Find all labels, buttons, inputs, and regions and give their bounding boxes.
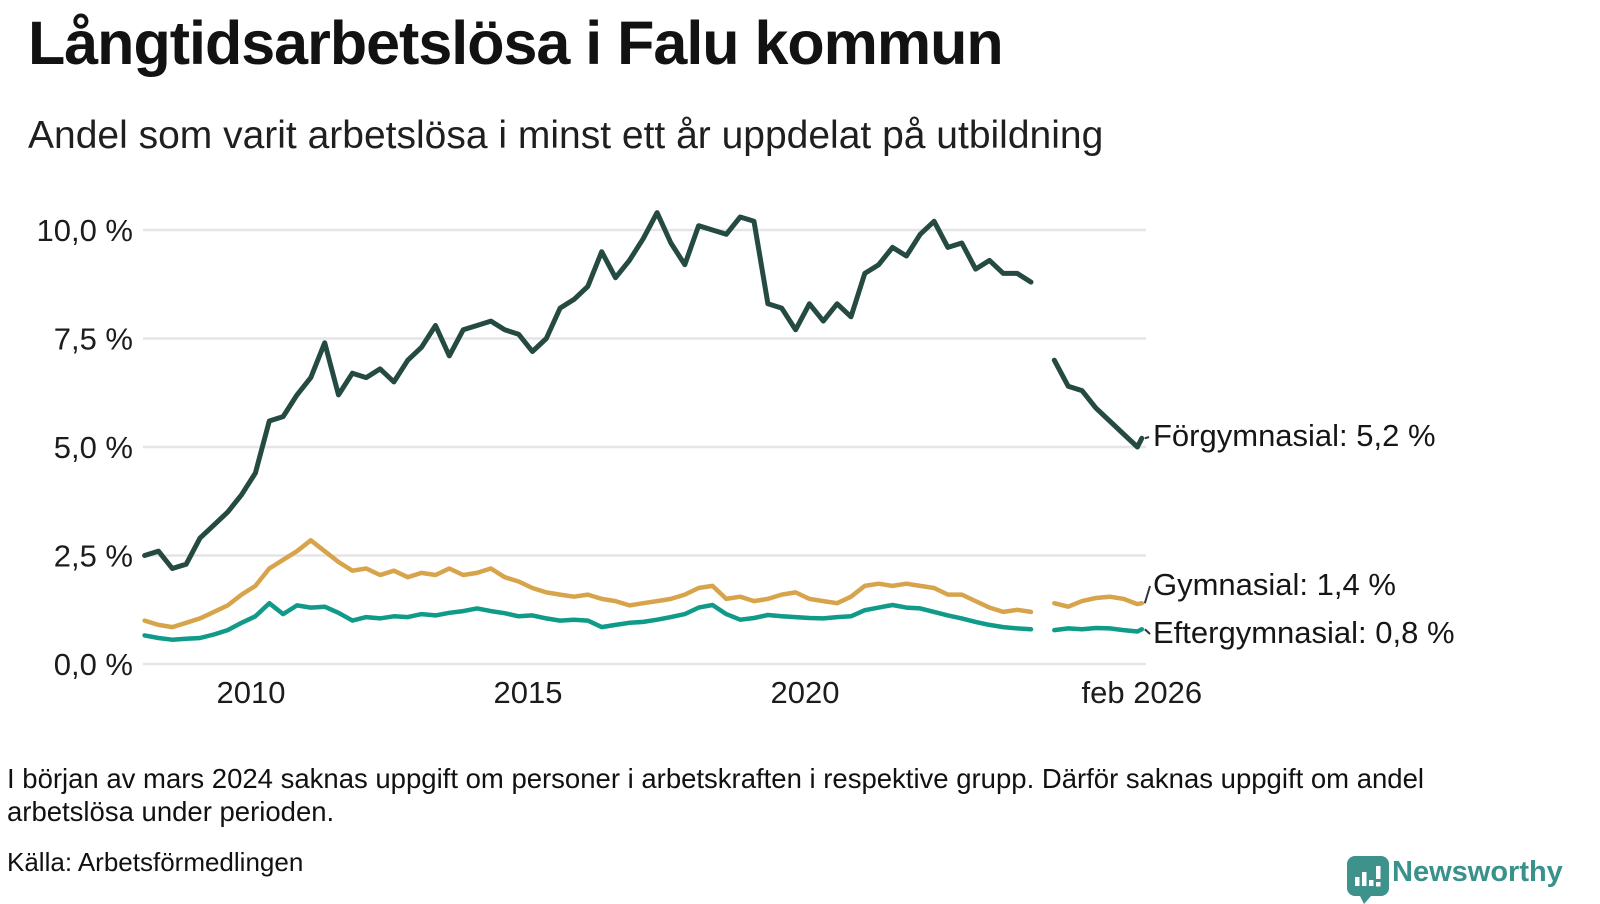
x-tick-label: 2010: [217, 675, 286, 710]
newsworthy-wordmark: Newsworthy: [1392, 856, 1563, 888]
footnote-text: I början av mars 2024 saknas uppgift om …: [7, 763, 1425, 827]
series-line-forgymnasial: [142, 210, 1034, 571]
y-tick-label: 7,5 %: [54, 322, 133, 357]
page-subtitle: Andel som varit arbetslösa i minst ett å…: [28, 114, 1104, 157]
series-line-eftergymnasial: [142, 600, 1034, 642]
label-connector-eftergymnasial: [1144, 628, 1151, 635]
newsworthy-logo[interactable]: Newsworthy: [1345, 842, 1595, 904]
x-tick-label: feb 2026: [1081, 675, 1202, 710]
series-line-eftergymnasial: [1052, 625, 1145, 634]
y-tick-label: 2,5 %: [54, 539, 133, 574]
series-label-eftergymnasial: Eftergymnasial: 0,8 %: [1153, 615, 1455, 650]
y-tick-label: 10,0 %: [36, 213, 133, 248]
series-label-gymnasial: Gymnasial: 1,4 %: [1153, 567, 1396, 602]
source-text: Källa: Arbetsförmedlingen: [7, 847, 304, 877]
series-line-gymnasial: [1052, 594, 1145, 609]
label-connector-gymnasial: [1143, 585, 1151, 604]
line-chart: 10,0 % 7,5 % 5,0 % 2,5 % 0,0 % 2010 2015 2020 fe…: [36, 210, 1202, 710]
series-label-forgymnasial: Förgymnasial: 5,2 %: [1153, 418, 1436, 453]
x-tick-label: 2015: [494, 675, 563, 710]
y-tick-label: 5,0 %: [54, 430, 133, 465]
series-line-gymnasial: [142, 538, 1034, 630]
line-chart-svg: 10,0 % 7,5 % 5,0 % 2,5 % 0,0 % 2010 2015 2020 fe…: [36, 210, 1202, 710]
label-connector-forgymnasial: [1144, 436, 1150, 440]
x-tick-label: 2020: [771, 675, 840, 710]
newsworthy-bubble-chart-icon: [1347, 856, 1389, 904]
series-line-forgymnasial: [1051, 357, 1145, 450]
y-tick-label: 0,0 %: [54, 647, 133, 682]
page-title: Långtidsarbetslösa i Falu kommun: [28, 9, 1004, 77]
